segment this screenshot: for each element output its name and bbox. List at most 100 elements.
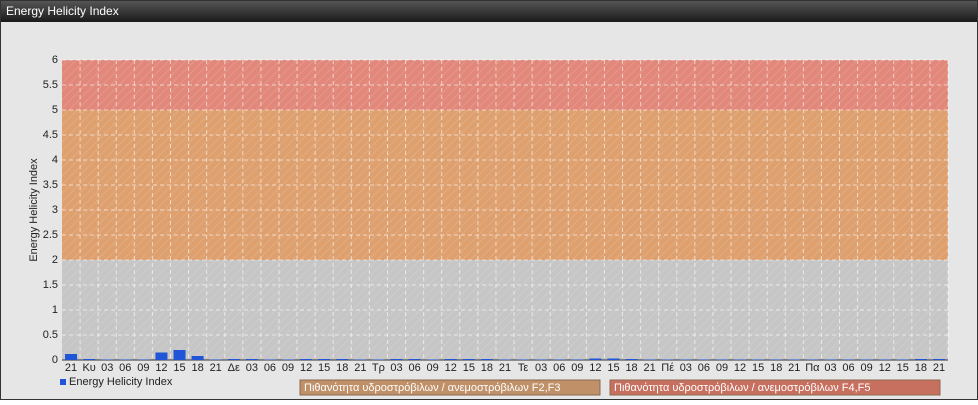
x-tick-label: 15 [318, 362, 330, 374]
band-legend-box [299, 379, 601, 396]
bar [83, 359, 96, 360]
x-tick-label: 03 [101, 362, 113, 374]
x-tick-label: 09 [716, 362, 728, 374]
y-axis-label: Energy Helicity Index [28, 158, 40, 262]
header [1, 1, 977, 22]
bar [282, 359, 295, 360]
x-tick-label: 03 [246, 362, 258, 374]
bar [408, 359, 421, 360]
y-tick-label: 1.5 [43, 279, 58, 291]
x-tick-label: 09 [571, 362, 583, 374]
x-tick-label: Πέ [661, 362, 674, 374]
x-tick-label: 06 [119, 362, 131, 374]
bar [372, 359, 385, 360]
bar [462, 359, 475, 360]
bar [245, 359, 258, 360]
bar [824, 359, 837, 360]
y-tick-label: 4.5 [43, 129, 58, 141]
y-tick-label: 1 [52, 304, 58, 316]
bar [426, 359, 439, 360]
legend-swatch [60, 379, 66, 385]
x-tick-label: 09 [137, 362, 149, 374]
band-legend-box [609, 379, 941, 396]
x-tick-label: 21 [788, 362, 800, 374]
bar [336, 359, 349, 360]
x-tick-label: 06 [698, 362, 710, 374]
legend-label: Energy Helicity Index [69, 376, 173, 388]
x-tick-label: 21 [210, 362, 222, 374]
x-tick-label: 12 [879, 362, 891, 374]
bar [227, 359, 240, 360]
bar [137, 359, 150, 360]
x-tick-label: 18 [336, 362, 348, 374]
bar [788, 359, 801, 360]
x-tick-label: 12 [155, 362, 167, 374]
x-tick-label: 12 [300, 362, 312, 374]
x-tick-label: Τε [518, 362, 529, 374]
bar [842, 359, 855, 360]
bar [589, 358, 602, 360]
band-legend-label: Πιθανότητα υδροστρόβιλων / ανεμοστρόβιλω… [614, 382, 871, 394]
bar [65, 354, 78, 360]
x-tick-label: 15 [173, 362, 185, 374]
x-tick-label: 06 [842, 362, 854, 374]
x-tick-label: 18 [915, 362, 927, 374]
x-tick-label: 21 [499, 362, 511, 374]
x-tick-label: 03 [390, 362, 402, 374]
x-tick-label: 21 [933, 362, 945, 374]
bar [679, 359, 692, 360]
x-tick-label: 18 [625, 362, 637, 374]
bar [661, 359, 674, 360]
bar [119, 359, 132, 360]
x-tick-label: 15 [752, 362, 764, 374]
x-tick-label: Πα [805, 362, 820, 374]
x-tick-label: 12 [445, 362, 457, 374]
chart-title: Energy Helicity Index [6, 4, 119, 18]
x-tick-label: Δε [228, 362, 240, 374]
bar [155, 352, 168, 360]
bar [101, 359, 114, 360]
x-tick-label: 09 [282, 362, 294, 374]
x-tick-label: 21 [65, 362, 77, 374]
band-legend-label: Πιθανότητα υδροστρόβιλων / ανεμοστρόβιλω… [304, 382, 561, 394]
y-tick-label: 2 [52, 254, 58, 266]
x-tick-label: 21 [644, 362, 656, 374]
bar [896, 359, 909, 360]
bar [715, 359, 728, 360]
bar [932, 359, 945, 360]
bar [480, 359, 493, 360]
x-tick-label: 09 [861, 362, 873, 374]
x-tick-label: 18 [770, 362, 782, 374]
bar [191, 356, 204, 360]
y-tick-label: 5.5 [43, 79, 58, 91]
bar [752, 359, 765, 360]
y-tick-label: 0 [52, 354, 58, 366]
bar [517, 359, 530, 360]
x-tick-label: 03 [535, 362, 547, 374]
y-tick-label: 3 [52, 204, 58, 216]
bar [643, 359, 656, 360]
y-tick-label: 6 [52, 54, 58, 66]
y-tick-label: 4 [52, 154, 58, 166]
x-tick-label: Κυ [82, 362, 95, 374]
bar [263, 359, 276, 360]
x-tick-label: 09 [427, 362, 439, 374]
y-tick-label: 3.5 [43, 179, 58, 191]
bar [734, 359, 747, 360]
bar [878, 359, 891, 360]
x-tick-label: 03 [824, 362, 836, 374]
y-tick-label: 5 [52, 104, 58, 116]
x-tick-label: 18 [481, 362, 493, 374]
y-tick-label: 0.5 [43, 329, 58, 341]
bar [860, 359, 873, 360]
x-tick-label: 15 [897, 362, 909, 374]
x-tick-label: 06 [408, 362, 420, 374]
x-tick-label: 03 [680, 362, 692, 374]
bar [390, 359, 403, 360]
bar [499, 359, 511, 360]
bar [571, 359, 584, 360]
bar [535, 359, 548, 360]
x-tick-label: 15 [607, 362, 619, 374]
x-tick-label: 21 [354, 362, 366, 374]
